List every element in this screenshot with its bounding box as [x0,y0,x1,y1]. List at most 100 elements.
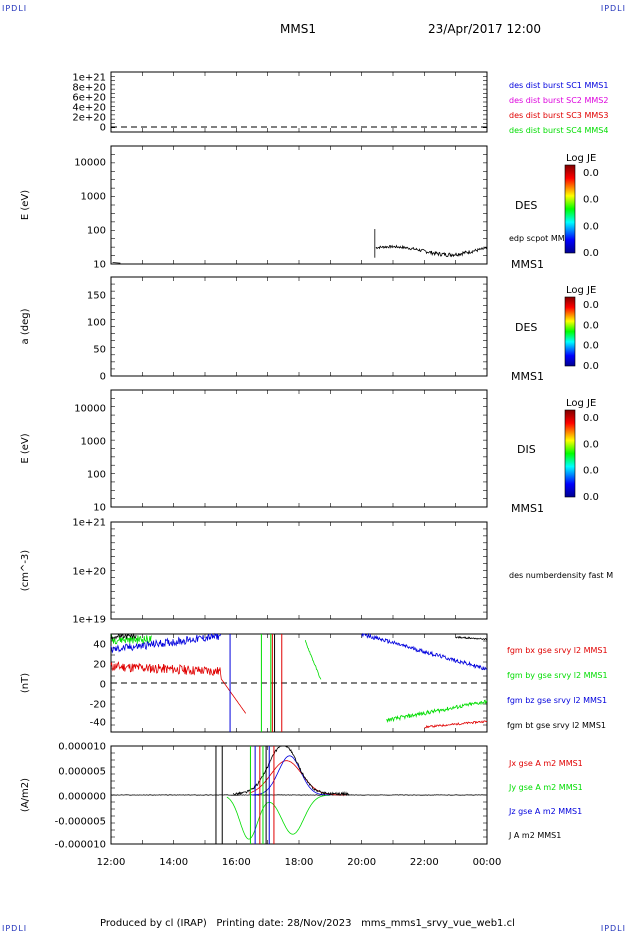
ytick-label-density: 1e+21 [72,518,106,529]
panel-frame-des_pitch [110,276,488,377]
ytick-label-density: 1e+19 [72,615,106,626]
ylabel-dis_energy: E (eV) [20,433,31,463]
ytick-label-des_pitch: 150 [87,291,106,302]
colorbar-title-dis_energy: Log JE [566,398,596,409]
fgm-by-late [386,699,488,724]
xtick-label: 22:00 [410,857,439,868]
panel-frame-density [110,521,488,620]
legend-fgm-green: fgm by gse srvy l2 MMS1 [507,671,608,680]
ytick-label-burst: 2e+20 [72,113,106,124]
fgm-bt-late [455,635,488,641]
ytick-label-current: -0.000010 [55,840,106,851]
ylabel-current: (A/m2) [20,778,31,812]
panel-label-des-energy: DES [515,199,537,212]
colorbar-tick-des_energy: 0.0 [583,248,599,259]
colorbar-des_pitch [564,296,576,367]
fgm-bx-trace [110,661,247,714]
legend-scpot: edp scpot MMS1 [509,234,575,243]
panel-frame-fgm [110,633,488,733]
colorbar-tick-dis_energy: 0.0 [583,492,599,503]
ytick-label-fgm: -40 [90,718,106,729]
colorbar-title-des_energy: Log JE [566,153,596,164]
colorbar-tick-dis_energy: 0.0 [583,466,599,477]
corner-mark-br: IPDLI [600,924,626,933]
ytick-label-dis_energy: 10000 [74,404,106,415]
fgm-by-early [110,633,153,645]
ytick-label-des_energy: 10000 [74,158,106,169]
ytick-label-des_energy: 100 [87,226,106,237]
ylabel-des_energy: E (eV) [20,190,31,220]
ytick-label-fgm: -20 [90,700,106,711]
ytick-label-dis_energy: 1000 [81,437,106,448]
jy-trace [226,794,331,840]
footer-produced-by: Produced by cl (IRAP) [100,918,207,929]
ytick-label-fgm: 0 [100,680,106,691]
legend-magenta: des dist burst SC2 MMS2 [509,96,608,105]
ytick-label-density: 1e+20 [72,567,106,578]
corner-mark-tl: IPDLI [2,4,28,13]
legend-density: des numberdensity fast M [509,571,613,580]
legend-green: des dist burst SC4 MMS4 [509,126,608,135]
ytick-label-burst: 1e+21 [72,73,106,84]
panel-frame-burst [110,71,488,133]
colorbar-tick-des_pitch: 0.0 [583,361,599,372]
legend-current-black: J A m2 MMS1 [508,831,561,840]
ytick-label-current: 0.000000 [58,792,106,803]
jz-trace [252,755,331,796]
panel-label-dis: DIS [517,443,536,456]
xtick-label: 00:00 [473,857,502,868]
fgm-bz-late [361,632,488,671]
xtick-label: 14:00 [159,857,188,868]
ytick-label-current: -0.000005 [55,817,106,828]
sc-label-des-energy: MMS1 [511,258,544,271]
ytick-label-des_pitch: 100 [87,318,106,329]
legend-current-green: Jy gse A m2 MMS1 [508,783,583,792]
ytick-label-burst: 6e+20 [72,93,106,104]
jtot-trace [232,745,350,797]
xtick-label: 12:00 [97,857,126,868]
colorbar-tick-des_pitch: 0.0 [583,320,599,331]
legend-red: des dist burst SC3 MMS3 [509,111,608,120]
corner-mark-tr: IPDLI [600,4,626,13]
scpot-start-trace [112,262,121,264]
panel-frame-des_energy [110,145,488,265]
ytick-label-burst: 0 [100,123,106,134]
colorbar-dis_energy [564,409,576,498]
colorbar-tick-des_energy: 0.0 [583,168,599,179]
ytick-label-des_energy: 1000 [81,192,106,203]
legend-fgm-blue: fgm bz gse srvy l2 MMS1 [507,696,607,705]
ytick-label-current: 0.000005 [58,767,106,778]
spacecraft-title: MMS1 [280,22,316,36]
datetime-title: 23/Apr/2017 12:00 [428,22,542,36]
legend-current-red: Jx gse A m2 MMS1 [508,759,583,768]
ytick-label-des_pitch: 50 [93,345,106,356]
fgm-by-drop [304,639,322,680]
legend-fgm-red: fgm bx gse srvy l2 MMS1 [507,646,608,655]
corner-mark-bl: IPDLI [2,924,28,933]
ytick-label-dis_energy: 100 [87,470,106,481]
panel-label-des-pitch: DES [515,321,537,334]
fgm-bx-late [424,720,488,729]
colorbar-tick-des_pitch: 0.0 [583,300,599,311]
ytick-label-des_energy: 10 [93,260,106,271]
ylabel-fgm: (nT) [20,673,31,693]
xtick-label: 16:00 [222,857,251,868]
footer: Produced by cl (IRAP) Printing date: 28/… [100,918,515,929]
footer-printing-date: Printing date: 28/Nov/2023 [216,918,352,929]
ytick-label-burst: 4e+20 [72,103,106,114]
colorbar-tick-dis_energy: 0.0 [583,439,599,450]
ylabel-density: (cm^-3) [20,550,31,591]
ytick-label-dis_energy: 10 [93,503,106,514]
xtick-label: 18:00 [285,857,314,868]
colorbar-tick-des_pitch: 0.0 [583,341,599,352]
colorbar-tick-dis_energy: 0.0 [583,413,599,424]
ytick-label-fgm: 40 [93,640,106,651]
ytick-label-current: 0.000010 [58,742,106,753]
ytick-label-fgm: 20 [93,660,106,671]
colorbar-des_energy [564,164,576,254]
panel-frame-dis_energy [110,389,488,508]
ytick-label-des_pitch: 0 [100,372,106,383]
fgm-bz-early [110,632,222,654]
scpot-trace [375,244,488,258]
